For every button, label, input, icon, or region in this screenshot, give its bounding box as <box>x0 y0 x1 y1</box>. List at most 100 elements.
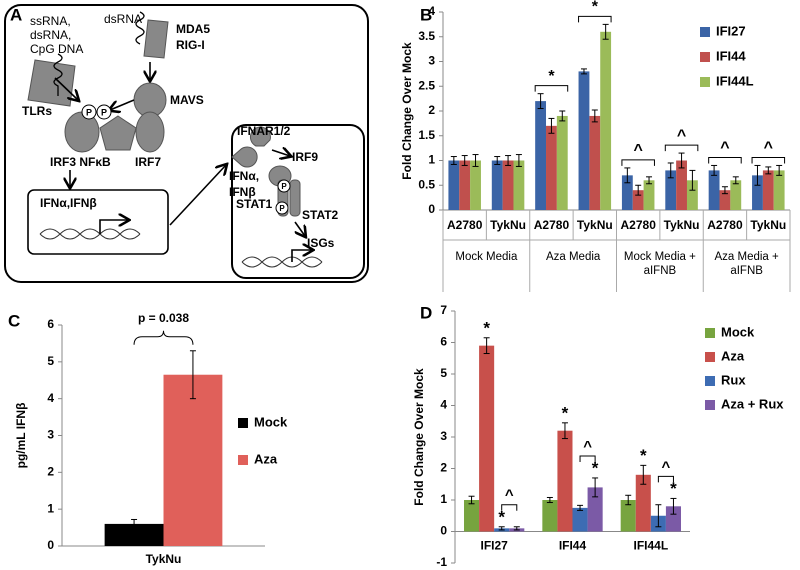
panel-a: A ssRNA, dsRNA, CpG DNA dsRNA MDA5 RIG-I… <box>4 4 369 283</box>
phospho <box>81 104 97 120</box>
y-tick-label: 5 <box>47 354 54 368</box>
bar <box>621 175 633 210</box>
dna <box>241 256 323 268</box>
annotation: ^ <box>720 140 729 157</box>
annotation: ^ <box>662 458 671 475</box>
annotation: * <box>670 479 677 498</box>
legend-label: IFI44L <box>716 73 754 88</box>
x-tick-label: A2780 <box>621 218 657 232</box>
bar <box>632 190 644 210</box>
bar <box>546 125 557 210</box>
bracket <box>534 85 569 92</box>
group-cell: Aza Media + aIFNB <box>715 251 779 277</box>
nucleus-box <box>27 189 169 255</box>
bar <box>600 31 612 210</box>
legend-swatch <box>705 400 715 410</box>
y-tick-label: 0 <box>428 202 435 216</box>
legend-label: Aza <box>721 348 745 363</box>
annotation: * <box>562 403 569 422</box>
bracket <box>501 504 518 511</box>
bar <box>464 500 480 532</box>
bracket <box>621 159 655 166</box>
annotation: ^ <box>764 140 773 157</box>
arrow <box>295 221 305 236</box>
legend-swatch <box>238 418 248 428</box>
x-tick-label: TykNu <box>664 218 700 232</box>
arrow <box>99 220 128 234</box>
bar <box>491 160 503 210</box>
y-tick-label: 1.5 <box>418 128 435 142</box>
y-tick-label: 2 <box>440 461 447 475</box>
rna <box>53 53 63 96</box>
bar <box>643 180 655 210</box>
bar <box>730 180 742 210</box>
label: IRF7 <box>135 155 161 169</box>
bar <box>557 430 573 532</box>
y-tick-label: 2 <box>428 103 435 117</box>
y-tick-label: -1 <box>436 555 447 569</box>
y-tick-label: 5 <box>440 366 447 380</box>
y-axis-label: Fold Change Over Mock <box>412 368 426 506</box>
bar <box>620 500 636 532</box>
bar <box>752 175 763 210</box>
annotation: ^ <box>634 142 643 159</box>
y-tick-label: 4 <box>428 4 435 18</box>
nfkb-shape <box>99 115 137 151</box>
label: P <box>279 204 285 213</box>
cell-box <box>231 124 365 279</box>
y-tick-label: 3 <box>47 428 54 442</box>
label: CpG DNA <box>30 42 83 56</box>
y-tick-label: 3.5 <box>418 29 435 43</box>
panel-letter: C <box>8 311 20 330</box>
y-tick-label: 6 <box>440 335 447 349</box>
bar <box>762 170 774 210</box>
panel-a-right: IFNα, IFNβ IFNAR1/2 IRF9 P P STAT1 STAT2… <box>229 124 365 279</box>
bar <box>556 115 568 210</box>
y-tick-label: 3 <box>440 429 447 443</box>
label: ISGs <box>307 236 335 250</box>
legend-label: Mock <box>254 414 288 429</box>
legend-label: Rux <box>721 372 746 387</box>
panel-letter: B <box>420 5 432 24</box>
x-tick-label: TykNu <box>490 218 526 232</box>
label: IFNα,IFNβ <box>40 196 97 210</box>
legend-swatch <box>238 455 248 465</box>
legend-label: IFI44 <box>716 48 746 63</box>
panel-letter: D <box>420 303 432 322</box>
bar <box>513 160 525 210</box>
label: STAT2 <box>302 208 339 222</box>
label: dsRNA, <box>30 28 71 42</box>
brace <box>133 330 194 345</box>
bar <box>676 160 687 210</box>
x-tick-label: A2780 <box>707 218 743 232</box>
bracket <box>579 455 596 462</box>
y-axis-label: Fold Change Over Mock <box>400 42 414 180</box>
phospho <box>96 104 112 120</box>
label: P <box>281 182 287 191</box>
legend-label: Mock <box>721 324 755 339</box>
label: STAT1 <box>236 197 273 211</box>
x-tick-label: IFI44L <box>633 539 668 553</box>
arrow <box>110 99 135 110</box>
bar <box>665 506 681 532</box>
tlr-shape <box>27 59 76 107</box>
y-tick-label: 1 <box>440 492 447 506</box>
annotation: * <box>483 318 490 337</box>
annotation: * <box>640 446 647 465</box>
label: P <box>101 107 107 117</box>
bar <box>542 500 558 532</box>
bracket <box>657 475 674 483</box>
label: IFNβ <box>229 185 256 199</box>
panel-letter: A <box>10 5 22 24</box>
bracket <box>578 15 612 23</box>
phospho <box>275 201 289 215</box>
bracket <box>708 156 742 164</box>
bar <box>535 101 547 210</box>
y-tick-label: 7 <box>440 303 447 317</box>
annotation: ^ <box>677 127 686 144</box>
legend-swatch <box>700 77 710 87</box>
label: MDA5 <box>176 22 210 36</box>
bar <box>587 487 603 532</box>
y-tick-label: 4 <box>440 398 447 412</box>
